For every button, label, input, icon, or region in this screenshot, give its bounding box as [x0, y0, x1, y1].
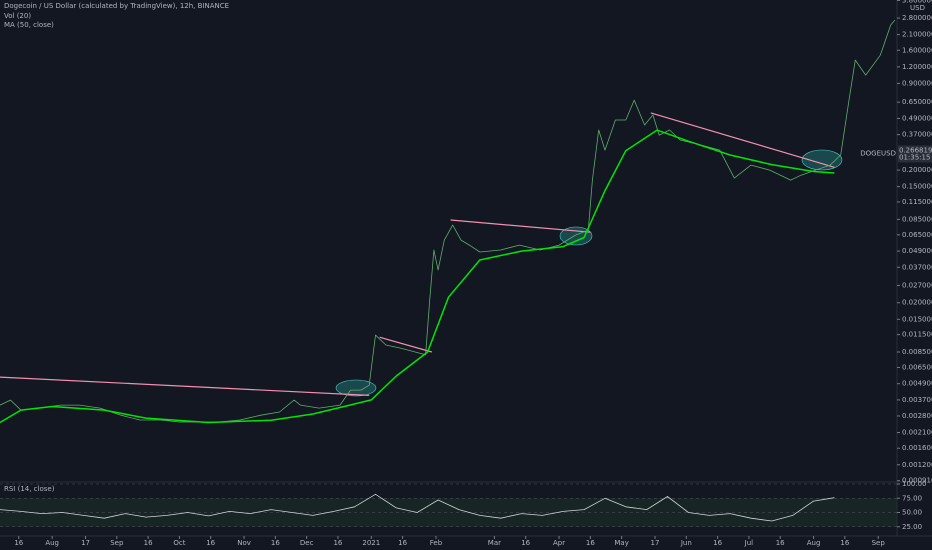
x-tick-label: Oct	[173, 539, 185, 547]
y-tick-label: 0.0085000	[902, 348, 932, 356]
trendline	[379, 336, 432, 353]
y-tick-label: 0.0037000	[902, 396, 932, 404]
x-tick-label: 17	[81, 539, 90, 547]
y-tick-label: 0.1500000	[902, 183, 932, 191]
y-tick-label: 1.2000000	[902, 63, 932, 71]
y-tick-label: 0.1150000	[902, 198, 932, 206]
indicator-label: Vol (20)	[4, 12, 31, 20]
trendline	[0, 376, 370, 396]
y-tick-label: 0.0270000	[902, 281, 932, 289]
x-tick-label: Nov	[237, 539, 251, 547]
price-line	[0, 493, 835, 522]
x-tick-label: 16	[586, 539, 595, 547]
x-tick-label: Sep	[872, 539, 886, 547]
y-tick-label: 0.0016000	[902, 444, 932, 452]
y-tick-label: 2.1000000	[902, 31, 932, 39]
x-tick-label: 17	[651, 539, 660, 547]
x-tick-label: Dec	[300, 539, 314, 547]
price-flag	[898, 145, 932, 163]
x-tick-label: 16	[206, 539, 215, 547]
y-tick-label: 0.0150000	[902, 315, 932, 323]
y-tick-label: 0.4900000	[902, 114, 932, 122]
y-tick-label: 0.0850000	[902, 215, 932, 223]
rsi-band	[0, 498, 897, 527]
y-tick-label: 3.8000000	[902, 0, 932, 4]
y-tick-label: 0.0370000	[902, 263, 932, 271]
y-tick-label: 2.8000000	[902, 14, 932, 22]
x-tick-label: 2021	[362, 539, 380, 547]
last-price: 0.26681908	[899, 146, 932, 154]
rsi-title: RSI (14, close)	[4, 485, 55, 493]
ma-line	[0, 129, 835, 424]
countdown: 01:35:15	[899, 153, 930, 161]
x-tick-label: Mar	[488, 539, 501, 547]
y-tick-label: 0.2000000	[902, 166, 932, 174]
symbol-label: DOGEUSD	[860, 149, 896, 157]
y-tick-label: 100.00	[902, 480, 927, 488]
x-tick-label: Aug	[45, 539, 59, 547]
y-tick-label: 0.0028000	[902, 412, 932, 420]
y-tick-label: 1.6000000	[902, 46, 932, 54]
x-tick-label: May	[614, 539, 628, 547]
indicator-label: MA (50, close)	[4, 21, 54, 29]
x-tick-label: 16	[840, 539, 849, 547]
y-tick-label: 0.0049000	[902, 380, 932, 388]
y-tick-label: 0.0021000	[902, 429, 932, 437]
x-tick-label: Jun	[680, 539, 692, 547]
currency: USD	[910, 4, 925, 12]
x-tick-label: 16	[398, 539, 407, 547]
highlight	[801, 149, 843, 171]
y-tick-label: 50.00	[902, 509, 922, 517]
x-tick-label: Jul	[744, 539, 754, 547]
y-tick-label: 0.0490000	[902, 247, 932, 255]
chart-title: Dogecoin / US Dollar (calculated by Trad…	[4, 2, 229, 10]
trendline	[450, 219, 591, 233]
y-tick-label: 0.3700000	[902, 131, 932, 139]
y-tick-label: 25.00	[902, 523, 922, 531]
x-tick-label: 16	[271, 539, 280, 547]
x-tick-label: 16	[14, 539, 23, 547]
y-tick-label: 0.0012000	[902, 461, 932, 469]
x-tick-label: Aug	[807, 539, 821, 547]
y-tick-label: 75.00	[902, 494, 922, 502]
x-tick-label: 16	[144, 539, 153, 547]
y-tick-label: 0.00091000	[902, 477, 932, 485]
trendline	[650, 112, 835, 168]
x-tick-label: Feb	[430, 539, 443, 547]
x-tick-label: Sep	[110, 539, 124, 547]
y-tick-label: 0.0115000	[902, 331, 932, 339]
x-tick-label: 16	[713, 539, 722, 547]
x-tick-label: 16	[521, 539, 530, 547]
x-tick-label: 16	[776, 539, 785, 547]
y-tick-label: 0.0200000	[902, 299, 932, 307]
y-tick-label: 0.6500000	[902, 98, 932, 106]
y-tick-label: 0.0650000	[902, 231, 932, 239]
x-tick-label: 16	[333, 539, 342, 547]
y-tick-label: 0.9000000	[902, 79, 932, 87]
y-tick-label: 0.0065000	[902, 363, 932, 371]
highlight	[335, 379, 377, 397]
x-tick-label: Apr	[553, 539, 565, 547]
